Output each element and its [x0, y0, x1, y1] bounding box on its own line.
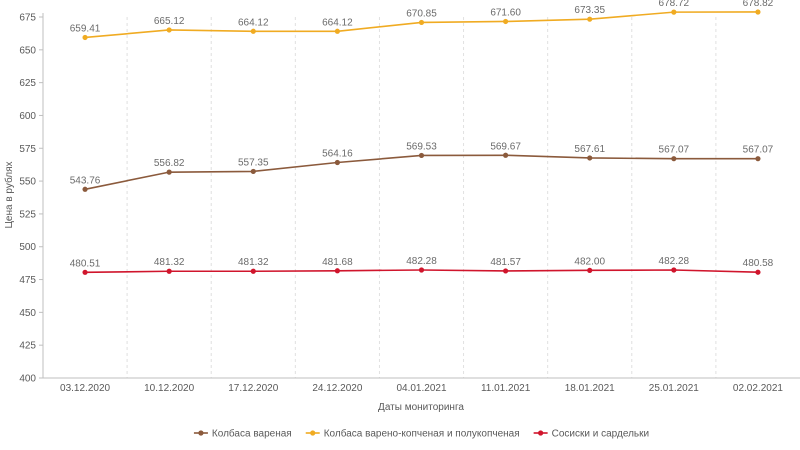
data-point: [418, 152, 425, 159]
legend-label: Колбаса варено-копченая и полукопченая: [324, 428, 520, 440]
data-label: 671.60: [490, 7, 521, 18]
grid: [126, 17, 717, 378]
x-tick-label: 02.02.2021: [733, 383, 783, 394]
data-point: [587, 16, 593, 22]
series-line: [84, 154, 758, 191]
data-label: 567.61: [574, 144, 605, 155]
series-group: 543.76 556.82 557.35 564.16 569.53 569.67 567.…: [70, 0, 774, 275]
data-label: 673.35: [574, 5, 605, 16]
data-point: [587, 267, 593, 273]
x-axis-title: Даты мониторинга: [378, 402, 464, 413]
data-label: 659.41: [70, 23, 101, 34]
data-label: 481.68: [322, 257, 353, 268]
data-point: [503, 152, 509, 158]
data-label: 482.00: [574, 256, 605, 267]
y-tick-label: 450: [19, 308, 36, 319]
data-point: [503, 18, 509, 25]
series-1: 543.76 556.82 557.35 564.16 569.53 569.67 567.…: [70, 141, 774, 192]
data-label: 480.51: [70, 258, 101, 269]
data-point: [503, 268, 509, 274]
y-tick-label: 525: [19, 209, 36, 220]
data-point: [418, 267, 425, 273]
series-2: 659.41 665.12 664.12 664.12 670.85 671.60 673.…: [70, 0, 774, 41]
data-point: [418, 19, 425, 26]
y-tick-label: 600: [19, 111, 36, 122]
data-point: [587, 155, 593, 161]
data-point: [166, 169, 172, 175]
data-label: 564.16: [322, 149, 353, 160]
data-label: 569.53: [406, 141, 437, 152]
data-label: 567.07: [743, 145, 774, 156]
data-point: [755, 9, 761, 15]
legend-label: Сосиски и сардельки: [552, 429, 649, 440]
y-tick-label: 675: [19, 13, 36, 24]
data-point: [755, 156, 761, 162]
data-label: 482.28: [406, 256, 437, 267]
x-tick-label: 18.01.2021: [565, 383, 615, 394]
data-label: 664.12: [238, 17, 269, 28]
data-point: [250, 268, 256, 274]
series-3: 480.51 481.32 481.32 481.68 482.28 481.57 482.…: [70, 256, 774, 275]
data-label: 481.57: [490, 257, 521, 268]
data-label: 678.72: [659, 0, 690, 9]
y-tick-label: 625: [19, 78, 36, 89]
y-tick-label: 650: [19, 45, 36, 56]
y-tick-label: 400: [19, 374, 36, 385]
data-label: 670.85: [406, 8, 437, 19]
data-point: [755, 269, 761, 275]
data-label: 664.12: [322, 17, 353, 28]
data-label: 556.82: [154, 158, 185, 169]
legend-item[interactable]: Колбаса вареная: [193, 428, 292, 440]
legend[interactable]: Колбаса вареная Колбаса варено-копченая и…: [193, 428, 649, 440]
y-tick-label: 550: [19, 177, 36, 188]
data-point: [166, 268, 172, 274]
x-tick-label: 17.12.2020: [228, 383, 278, 394]
data-label: 481.32: [238, 257, 269, 268]
y-axis-ticks: 400 425 450 475 500 525 550 575 600 625 650 675: [19, 13, 43, 385]
data-label: 543.76: [70, 175, 101, 186]
data-label: 665.12: [154, 16, 185, 27]
data-point: [82, 269, 88, 275]
legend-label: Колбаса вареная: [212, 428, 292, 440]
data-point: [166, 27, 172, 33]
x-tick-label: 04.01.2021: [396, 383, 446, 394]
data-point: [334, 159, 340, 166]
x-axis-ticks: 03.12.2020 10.12.2020 17.12.2020 24.12.2020…: [60, 383, 783, 394]
data-label: 482.28: [659, 256, 690, 267]
legend-item[interactable]: Колбаса варено-копченая и полукопченая: [305, 428, 520, 440]
data-point: [334, 268, 340, 274]
x-tick-label: 03.12.2020: [60, 383, 110, 394]
data-point: [671, 156, 677, 162]
x-tick-label: 10.12.2020: [144, 383, 194, 394]
data-label: 481.32: [154, 257, 185, 268]
y-tick-label: 575: [19, 144, 36, 155]
x-tick-label: 11.01.2021: [481, 383, 531, 394]
data-point: [82, 34, 88, 41]
y-tick-label: 475: [19, 275, 36, 286]
legend-swatch-marker: [310, 430, 316, 436]
data-label: 567.07: [659, 145, 690, 156]
x-tick-label: 24.12.2020: [312, 383, 362, 394]
data-label: 557.35: [238, 157, 269, 168]
data-label: 678.82: [743, 0, 774, 9]
axes: [42, 13, 800, 379]
data-point: [671, 9, 677, 15]
data-point: [250, 168, 256, 175]
x-tick-label: 25.01.2021: [649, 383, 699, 394]
data-label: 480.58: [743, 258, 774, 269]
data-point: [250, 28, 256, 34]
y-tick-label: 425: [19, 341, 36, 352]
legend-swatch-marker: [198, 430, 204, 436]
y-axis-title: Цена в рублях: [3, 161, 15, 228]
data-point: [671, 267, 677, 273]
data-label: 569.67: [490, 141, 521, 152]
legend-swatch-marker: [538, 430, 544, 436]
data-point: [82, 186, 88, 192]
y-tick-label: 500: [19, 242, 36, 253]
data-point: [334, 28, 340, 34]
legend-item[interactable]: Сосиски и сардельки: [533, 429, 649, 440]
